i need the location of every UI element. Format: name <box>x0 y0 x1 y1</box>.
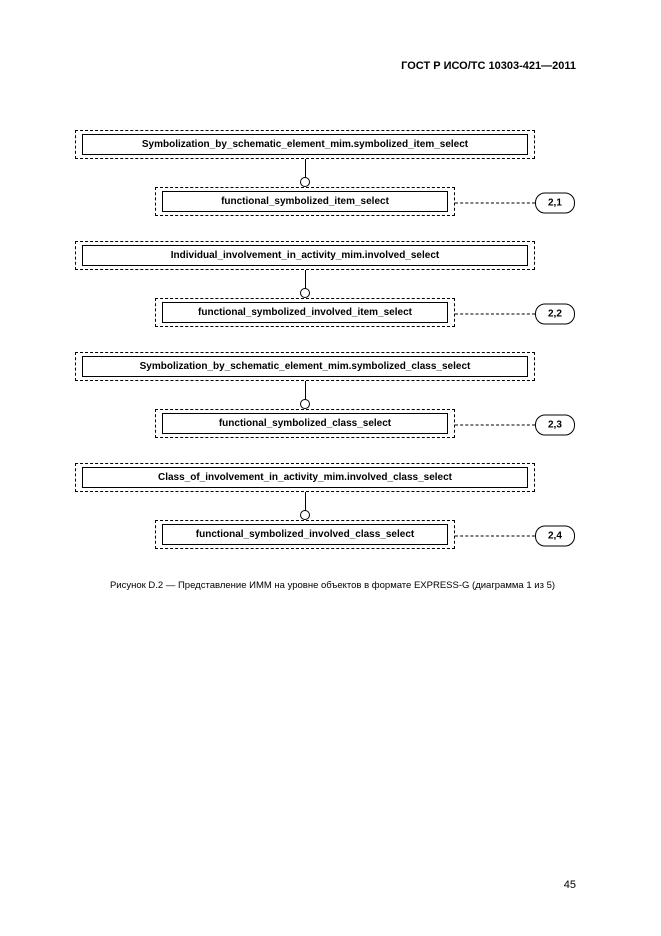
subtype-connector <box>75 159 535 187</box>
select-type-box: functional_symbolized_involved_item_sele… <box>155 298 455 327</box>
page-number: 45 <box>564 879 576 891</box>
connector-line <box>305 159 306 179</box>
diagram-group: Symbolization_by_schematic_element_mim.s… <box>75 130 595 219</box>
select-type-box: Symbolization_by_schematic_element_mim.s… <box>75 130 535 159</box>
figure-caption: Рисунок D.2 — Представление ИММ на уровн… <box>60 580 605 591</box>
supertype-circle-icon <box>300 177 310 187</box>
page-reference-link <box>455 314 535 315</box>
page-reference-link <box>455 536 535 537</box>
select-type-label: functional_symbolized_involved_item_sele… <box>162 302 448 323</box>
select-type-label: Symbolization_by_schematic_element_mim.s… <box>82 356 528 377</box>
document-page: ГОСТ Р ИСО/ТС 10303-421—2011 Symbolizati… <box>0 0 661 936</box>
page-reference: 2,4 <box>535 526 575 547</box>
subtype-row: functional_symbolized_class_select 2,3 <box>75 409 595 441</box>
subtype-row: functional_symbolized_involved_item_sele… <box>75 298 595 330</box>
subtype-connector <box>75 270 535 298</box>
select-type-label: functional_symbolized_class_select <box>162 413 448 434</box>
select-type-label: Symbolization_by_schematic_element_mim.s… <box>82 134 528 155</box>
subtype-connector <box>75 492 535 520</box>
select-type-label: functional_symbolized_involved_class_sel… <box>162 524 448 545</box>
connector-line <box>305 492 306 512</box>
select-type-label: Individual_involvement_in_activity_mim.i… <box>82 245 528 266</box>
document-header: ГОСТ Р ИСО/ТС 10303-421—2011 <box>401 60 576 72</box>
express-g-diagram: Symbolization_by_schematic_element_mim.s… <box>75 130 595 574</box>
page-reference-link <box>455 425 535 426</box>
subtype-connector <box>75 381 535 409</box>
select-type-box: Class_of_involvement_in_activity_mim.inv… <box>75 463 535 492</box>
select-type-box: functional_symbolized_class_select <box>155 409 455 438</box>
select-type-box: Symbolization_by_schematic_element_mim.s… <box>75 352 535 381</box>
page-reference-link <box>455 203 535 204</box>
diagram-group: Symbolization_by_schematic_element_mim.s… <box>75 352 595 441</box>
connector-line <box>305 270 306 290</box>
connector-line <box>305 381 306 401</box>
page-reference: 2,2 <box>535 304 575 325</box>
select-type-label: functional_symbolized_item_select <box>162 191 448 212</box>
select-type-box: functional_symbolized_involved_class_sel… <box>155 520 455 549</box>
supertype-circle-icon <box>300 510 310 520</box>
select-type-label: Class_of_involvement_in_activity_mim.inv… <box>82 467 528 488</box>
subtype-row: functional_symbolized_item_select 2,1 <box>75 187 595 219</box>
page-reference: 2,1 <box>535 193 575 214</box>
supertype-circle-icon <box>300 288 310 298</box>
select-type-box: functional_symbolized_item_select <box>155 187 455 216</box>
subtype-row: functional_symbolized_involved_class_sel… <box>75 520 595 552</box>
diagram-group: Individual_involvement_in_activity_mim.i… <box>75 241 595 330</box>
select-type-box: Individual_involvement_in_activity_mim.i… <box>75 241 535 270</box>
diagram-group: Class_of_involvement_in_activity_mim.inv… <box>75 463 595 552</box>
page-reference: 2,3 <box>535 415 575 436</box>
supertype-circle-icon <box>300 399 310 409</box>
